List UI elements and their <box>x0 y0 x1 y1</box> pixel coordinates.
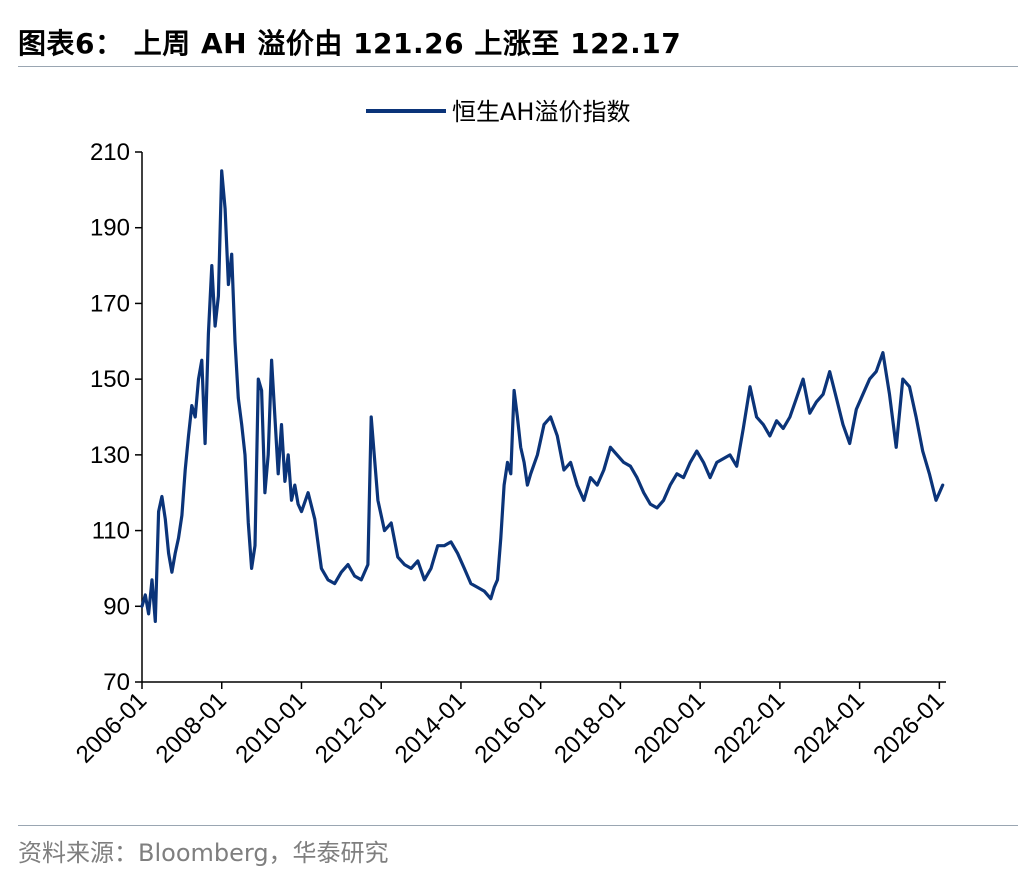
x-tick-label: 2020-01 <box>629 687 710 768</box>
y-tick-label: 90 <box>103 593 130 620</box>
x-axis-ticks: 2006-012008-012010-012012-012014-012016-… <box>71 682 950 769</box>
y-tick-label: 130 <box>90 442 130 469</box>
x-tick-label: 2008-01 <box>151 687 232 768</box>
y-tick-label: 190 <box>90 215 130 242</box>
axes <box>141 152 946 683</box>
y-tick-label: 110 <box>92 518 130 545</box>
x-tick-label: 2014-01 <box>390 687 471 768</box>
y-tick-label: 70 <box>103 669 130 696</box>
x-tick-label: 2026-01 <box>868 687 949 768</box>
x-tick-label: 2010-01 <box>230 687 311 768</box>
title-divider <box>18 66 1018 67</box>
legend-label: 恒生AH溢价指数 <box>452 98 630 126</box>
source-divider <box>18 825 1018 826</box>
y-tick-label: 170 <box>90 290 130 317</box>
x-tick-label: 2018-01 <box>549 687 630 768</box>
y-tick-label: 150 <box>90 366 130 393</box>
x-tick-label: 2006-01 <box>71 687 152 768</box>
x-tick-label: 2016-01 <box>470 687 551 768</box>
x-tick-label: 2024-01 <box>788 687 869 768</box>
x-tick-label: 2012-01 <box>310 687 391 768</box>
legend: 恒生AH溢价指数 <box>366 98 630 126</box>
x-tick-label: 2022-01 <box>709 687 790 768</box>
source-note: 资料来源：Bloomberg，华泰研究 <box>18 839 389 867</box>
y-axis-ticks: 70 90 110 130 150 170 190 210 <box>90 139 142 696</box>
series-layer <box>140 169 945 623</box>
series-line-ah-premium <box>140 169 945 623</box>
y-tick-label: 210 <box>90 139 130 166</box>
figure-title: 图表6： 上周 AH 溢价由 121.26 上涨至 122.17 <box>18 27 682 60</box>
